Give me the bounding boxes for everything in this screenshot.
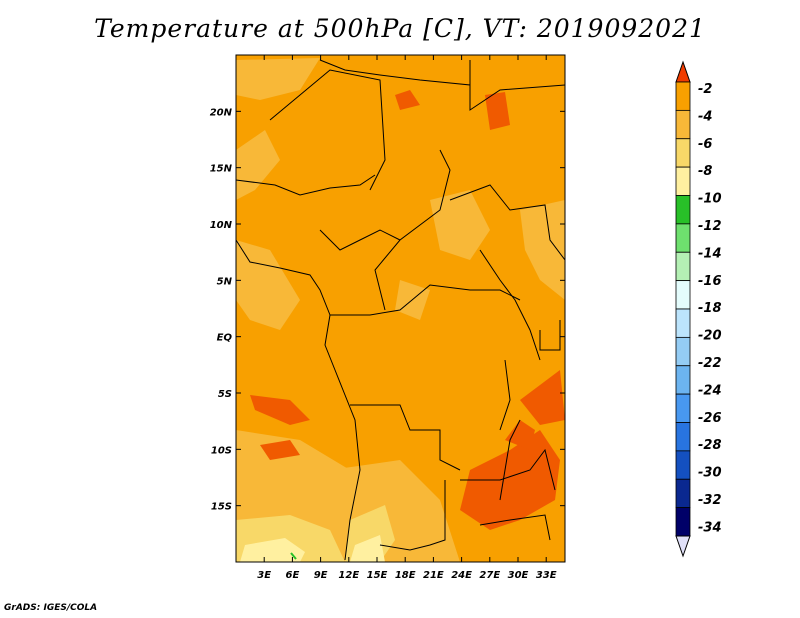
border-line (269, 69, 386, 191)
border-line (319, 229, 401, 251)
colorbar-bottom-arrow (675, 535, 691, 558)
contour-region-minus6 (430, 190, 490, 260)
x-tick-label: 33E (536, 570, 557, 581)
y-tick-label: 5S (218, 389, 232, 400)
contour-region-minus6 (236, 430, 360, 540)
contour-region-minus10 (350, 535, 385, 562)
contour-region-minus6 (236, 58, 320, 100)
colorbar-segment (675, 280, 691, 310)
contour-region-minus6 (236, 130, 280, 200)
colorbar-label: -20 (698, 329, 722, 344)
y-tick-label: 5N (217, 276, 233, 287)
temperature-field (236, 55, 565, 562)
colorbar-segment (675, 195, 691, 225)
x-tick-label: 9E (314, 570, 328, 581)
colorbar-label: -34 (698, 520, 722, 535)
colorbar-label: -30 (698, 466, 722, 481)
border-line (479, 249, 541, 361)
x-tick-label: 27E (479, 570, 500, 581)
colorbar-segment (675, 478, 691, 509)
colorbar-segment (675, 450, 691, 480)
colorbar-label: -22 (698, 356, 722, 371)
colorbar-segment (675, 422, 691, 452)
colorbar-segment (675, 251, 691, 282)
x-tick-label: 12E (338, 570, 359, 581)
border-line (539, 320, 561, 351)
contour-region-minus2 (250, 395, 310, 425)
border-line (236, 174, 376, 196)
colorbar-segment (675, 308, 691, 338)
border-line (479, 514, 551, 541)
x-tick-label: 24E (451, 570, 472, 581)
colorbar-segment (675, 336, 691, 367)
colorbar-segment (675, 81, 691, 111)
colorbar-label: -6 (698, 137, 712, 152)
contour-region-minus2 (505, 420, 535, 450)
y-tick-label: 10N (210, 220, 233, 231)
colorbar-label: -14 (698, 246, 722, 261)
border-line (499, 359, 511, 431)
border-line (379, 480, 446, 551)
colorbar: -2 -4 -6 -8 -10 -12 -14 -16 -18 -20 -22 -24 -26 -28 -3… (675, 60, 722, 558)
colorbar-label: -8 (698, 164, 712, 179)
colorbar-label: -16 (698, 274, 722, 289)
colorbar-label: -4 (698, 109, 712, 124)
x-axis: 3E 6E 9E 12E 15E 18E 21E 24E 27E 30E 33E (257, 55, 557, 581)
colorbar-segment (675, 109, 691, 140)
colorbar-top-arrow (675, 60, 691, 83)
colorbar-segment (675, 393, 691, 423)
colorbar-segment (675, 507, 691, 537)
contour-region-minus2 (485, 92, 510, 130)
x-tick-label: 30E (508, 570, 529, 581)
y-tick-label: 15S (211, 502, 232, 513)
grads-credit: GrADS: IGES/COLA (4, 603, 98, 613)
y-tick-label: 20N (210, 107, 233, 118)
contour-region-minus12 (290, 552, 297, 560)
border-line (499, 419, 521, 501)
colorbar-label: -24 (698, 383, 722, 398)
colorbar-label: -32 (698, 493, 722, 508)
coastline-west-africa (236, 239, 361, 561)
x-tick-label: 21E (423, 570, 444, 581)
border-line (374, 149, 451, 311)
x-tick-label: 18E (395, 570, 416, 581)
y-tick-label: 15N (210, 164, 233, 175)
colorbar-label: -18 (698, 301, 722, 316)
colorbar-segment (675, 223, 691, 253)
y-tick-label: 10S (211, 445, 232, 456)
chart-title: Temperature at 500hPa [C], VT: 201909202… (94, 14, 706, 43)
border-line (460, 448, 556, 491)
contour-region-minus10 (240, 538, 305, 562)
contour-region-minus2 (520, 370, 565, 425)
contour-region-minus2 (460, 430, 560, 530)
border-line (319, 59, 565, 111)
colorbar-segment (675, 365, 691, 395)
colorbar-label: -2 (698, 82, 712, 97)
border-line (350, 404, 461, 471)
border-line (449, 184, 565, 261)
y-axis: 20N 15N 10N 5N EQ 5S 10S 15S (210, 107, 565, 513)
colorbar-label: -12 (698, 219, 722, 234)
y-tick-label: EQ (217, 333, 233, 344)
contour-region-minus2 (260, 440, 300, 460)
colorbar-label: -10 (698, 192, 722, 207)
colorbar-label: -28 (698, 438, 722, 453)
contour-region-minus2 (395, 90, 420, 110)
colorbar-segment (675, 166, 691, 196)
x-tick-label: 15E (367, 570, 388, 581)
border-line (330, 284, 521, 316)
x-tick-label: 6E (286, 570, 300, 581)
contour-region-minus6 (520, 200, 565, 300)
x-tick-label: 3E (257, 570, 271, 581)
colorbar-segment (675, 138, 691, 168)
country-borders (236, 59, 565, 561)
colorbar-label: -26 (698, 411, 722, 426)
map-frame (235, 54, 566, 563)
